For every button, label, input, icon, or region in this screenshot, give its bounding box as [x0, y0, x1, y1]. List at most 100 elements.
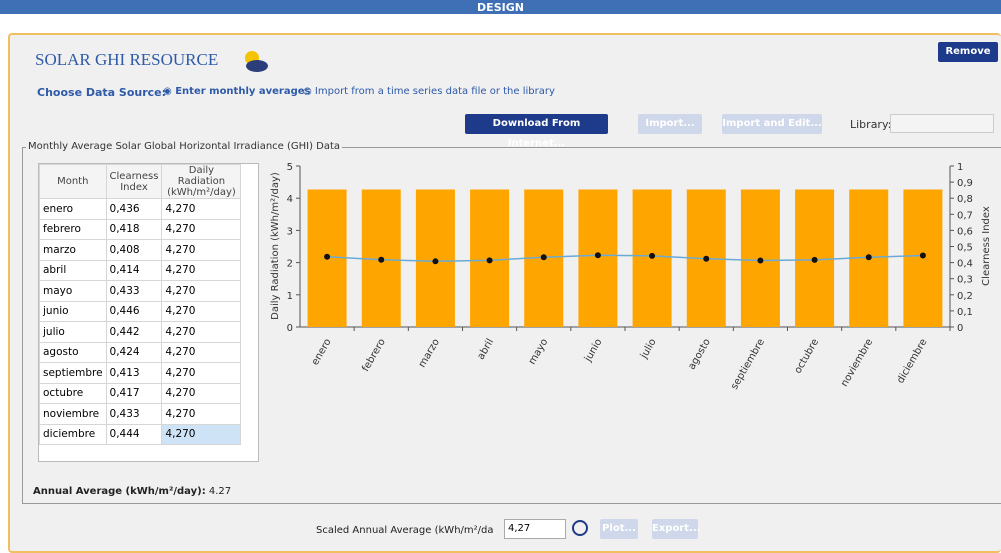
x-tick-label: agosto [686, 337, 712, 372]
table-cell: 4,270 [161, 423, 242, 445]
radio-1[interactable]: ◉ Enter monthly averages [163, 86, 311, 97]
radio-2-label: Import from a time series data file or t… [314, 86, 555, 97]
chart: Daily Radiation (kWh/m²/day) Clearness I… [270, 162, 992, 392]
x-tick-label: junio [582, 337, 604, 364]
x-tick-label: septiembre [729, 337, 767, 392]
point [540, 254, 547, 261]
point [919, 252, 926, 259]
library-label: Library: [850, 118, 892, 131]
point [594, 252, 601, 259]
scaled-label: Scaled Annual Average (kWh/m²/da [316, 525, 494, 536]
x-tick-label: febrero [360, 337, 388, 374]
y-tick-label: 2 [287, 259, 293, 270]
point [703, 255, 710, 262]
y-tick-label: 1 [287, 291, 293, 302]
x-tick-label: julio [638, 337, 658, 361]
header-title: DESIGN [477, 1, 524, 14]
table-row: agosto 0,424 4,270 [39, 341, 242, 363]
y2-tick-label: 0 [957, 323, 963, 334]
weather-icon [245, 51, 268, 72]
data-table: Month Clearness Index Daily Radiation (kWh… [39, 164, 242, 445]
y-axis-label: Daily Radiation (kWh/m²/day) [270, 172, 281, 320]
x-tick-label: mayo [527, 337, 550, 367]
point [649, 252, 656, 259]
point [811, 256, 818, 263]
x-tick-label: abril [476, 337, 497, 362]
bar [578, 189, 618, 327]
remove-button[interactable]: Remove [938, 42, 998, 62]
radio-2[interactable]: ○ Import from a time series data file or… [303, 86, 555, 97]
y2-tick-label: 0,6 [957, 226, 973, 237]
export-button[interactable]: Export... [652, 519, 700, 539]
y2-tick-label: 0,3 [957, 275, 973, 286]
table-cell: marzo [39, 239, 107, 261]
table-row: enero 0,436 4,270 [39, 198, 242, 220]
table-cell: noviembre [39, 403, 107, 425]
table-row: septiembre 0,413 4,270 [39, 362, 242, 384]
x-tick-label: octubre [793, 337, 822, 376]
link-icon[interactable] [572, 520, 588, 536]
table-cell: octubre [39, 382, 107, 404]
import-button[interactable]: Import... [638, 114, 702, 134]
scaled-input[interactable]: 4,27 [504, 519, 566, 539]
table-cell: 4,270 [161, 280, 242, 302]
radio-1-label: Enter monthly averages [175, 86, 311, 97]
point [865, 254, 872, 261]
header: DESIGN [0, 0, 1001, 14]
y2-tick-label: 0,5 [957, 243, 973, 254]
table-cell: agosto [39, 341, 107, 363]
group-title: Monthly Average Solar Global Horizontal … [26, 141, 343, 152]
y2-axis-label: Clearness Index [981, 206, 992, 286]
table-cell: 4,270 [161, 341, 242, 363]
y-tick-label: 4 [287, 194, 293, 205]
table-container: Month Clearness Index Daily Radiation (kWh… [38, 163, 259, 462]
table-row: mayo 0,433 4,270 [39, 280, 242, 302]
table-row: octubre 0,417 4,270 [39, 382, 242, 404]
column-header: Daily Radiation (kWh/m²/day) [161, 164, 242, 199]
point [486, 257, 493, 264]
line [327, 254, 923, 263]
table-cell: 0,444 [105, 423, 163, 445]
x-tick-label: enero [310, 337, 334, 367]
panel-title: SOLAR GHI RESOURCE [35, 50, 219, 69]
point [757, 257, 764, 264]
annual-average: Annual Average (kWh/m²/day): 4.27 [33, 486, 231, 497]
x-tick-label: marzo [417, 337, 442, 370]
y2-tick-label: 0,1 [957, 307, 973, 318]
header-row: Month Clearness Index Daily Radiation (kWh… [39, 164, 242, 199]
source-label: Choose Data Source: [37, 86, 167, 99]
y2-tick-label: 1 [957, 162, 963, 173]
annual-value: 4.27 [208, 486, 232, 497]
column-header: Clearness Index [105, 164, 163, 199]
y2-tick-label: 0,2 [957, 291, 973, 302]
bar [415, 189, 455, 327]
library-dropdown[interactable] [890, 114, 994, 133]
y-tick-label: 0 [287, 323, 293, 334]
annual-label: Annual Average (kWh/m²/day): [33, 486, 206, 497]
table-row: abril 0,414 4,270 [39, 259, 242, 281]
x-tick-label: noviembre [839, 337, 875, 389]
table-cell: 4,270 [161, 259, 242, 281]
import-edit-button[interactable]: Import and Edit... [722, 114, 822, 134]
plot-button[interactable]: Plot... [600, 519, 638, 539]
table-row: diciembre 0,444 4,270 [39, 423, 242, 445]
group-box [22, 147, 1001, 504]
y2-tick-label: 0,8 [957, 194, 973, 205]
x-tick-label: diciembre [895, 337, 929, 386]
table-row: noviembre 0,433 4,270 [39, 403, 242, 425]
table-row: febrero 0,418 4,270 [39, 218, 242, 240]
y-tick-label: 3 [287, 226, 293, 237]
table-cell: 0,433 [105, 403, 163, 425]
y2-tick-label: 0,7 [957, 210, 973, 221]
table-cell: abril [39, 259, 107, 281]
y2-tick-label: 0,4 [957, 259, 973, 270]
y-tick-label: 5 [287, 162, 293, 173]
point [378, 256, 385, 263]
y2-tick-label: 0,9 [957, 178, 973, 189]
table-cell: 4,270 [161, 198, 242, 220]
table-cell: diciembre [39, 423, 107, 445]
download-button[interactable]: Download From Internet... [465, 114, 608, 149]
point [324, 253, 331, 260]
table-cell: 0,414 [105, 259, 163, 281]
